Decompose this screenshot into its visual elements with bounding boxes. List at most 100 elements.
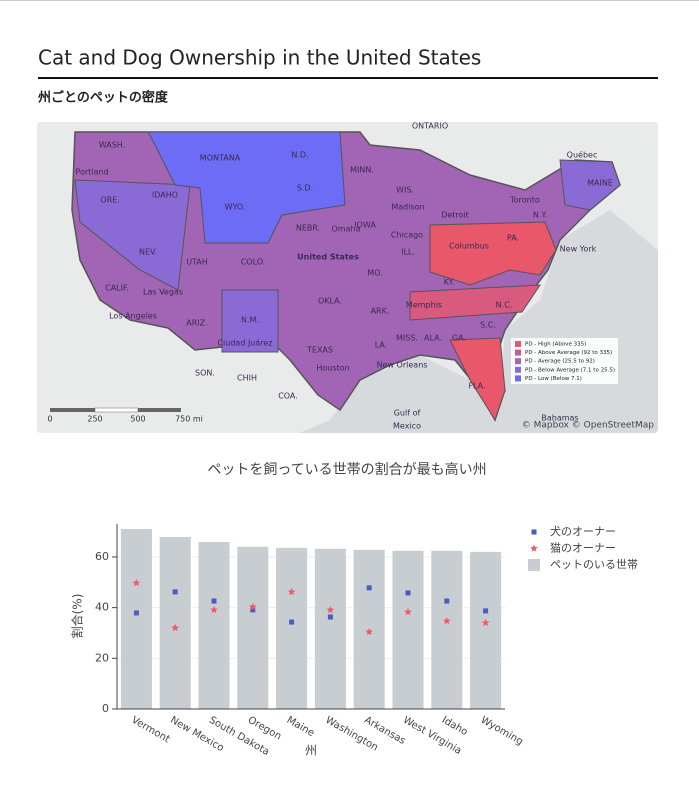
map-label: Chicago <box>391 231 423 240</box>
map-label: Bahamas <box>541 414 578 423</box>
map-legend-label: PD - Below Average (7.1 to 25.5) <box>525 367 615 373</box>
map-label: Gulf of <box>394 409 421 418</box>
dog-point <box>327 614 333 620</box>
map-label: COLO. <box>241 258 266 267</box>
map-label: Portland <box>75 168 108 177</box>
us-region <box>221 289 279 353</box>
map-legend-swatch <box>515 366 521 373</box>
map-label: LA. <box>375 341 388 350</box>
scale-label: 250 <box>87 415 102 424</box>
map-legend-label: PD - High (Above 335) <box>525 342 586 348</box>
dog-point <box>405 590 411 596</box>
map-label: ARK. <box>371 307 390 316</box>
legend-swatch <box>531 529 537 535</box>
dog-point <box>172 589 178 595</box>
map-label: MONTANA <box>200 154 241 163</box>
map-legend-swatch <box>515 349 521 356</box>
map-label: COA. <box>278 392 298 401</box>
map-label: PA. <box>507 234 519 243</box>
map-label: NEBR. <box>296 224 320 233</box>
cat-point <box>481 618 490 627</box>
map-legend-box <box>511 338 618 384</box>
scale-bar <box>138 408 181 412</box>
map-label: ONTARIO <box>412 122 448 131</box>
us-region <box>409 284 541 321</box>
dog-point <box>444 598 450 604</box>
cat-point <box>249 602 257 611</box>
map-label: IDAHO <box>152 191 178 200</box>
map-label: NEV. <box>139 248 157 257</box>
map-label: UTAH <box>186 258 208 267</box>
dog-point <box>366 585 372 591</box>
bar <box>120 529 152 709</box>
dog-point <box>289 619 295 625</box>
y-tick-label: 0 <box>102 702 109 715</box>
y-tick-label: 20 <box>95 651 109 664</box>
dog-point <box>483 608 489 614</box>
map-label: FLA. <box>468 382 485 391</box>
scale-label: 500 <box>130 415 145 424</box>
map-attribution: © Mapbox © OpenStreetMap <box>522 421 655 431</box>
map[interactable]: ONTARIO WASH. Portland ORE. IDAHO MONTANA WYO.… <box>37 122 658 434</box>
map-label: MAINE <box>587 179 613 188</box>
map-label: Ciudad Juárez <box>217 339 272 348</box>
map-label: Omaha <box>332 225 361 234</box>
cat-point <box>132 579 141 587</box>
us-region <box>559 159 621 211</box>
map-label: United States <box>297 253 359 262</box>
map-label: Detroit <box>441 211 469 220</box>
x-tick-label: Wyoming <box>479 715 525 748</box>
map-label: IOWA <box>354 221 376 230</box>
map-label: ALA. <box>424 334 442 343</box>
map-label: WIS. <box>396 186 414 195</box>
bar <box>159 536 191 709</box>
map-label: GA. <box>452 334 466 343</box>
scale-bar <box>50 408 95 412</box>
chart-title: ペットを飼っている世帯の割合が最も高い州 <box>207 461 486 478</box>
cat-point <box>443 617 451 625</box>
map-label: Québec <box>567 150 598 160</box>
scale-label: 0 <box>47 415 52 424</box>
map-legend-swatch <box>515 341 521 347</box>
dog-point <box>211 598 217 604</box>
x-tick-label: Maine <box>285 715 317 740</box>
map-legend-label: PD - Low (Below 7.1) <box>525 376 582 382</box>
map-label: N.D. <box>291 151 308 160</box>
map-label: N.Y. <box>533 211 547 220</box>
x-tick-label: Idaho <box>440 715 470 738</box>
page-title: Cat and Dog Ownership in the United Stat… <box>38 46 481 70</box>
bar <box>392 550 424 709</box>
legend-swatch <box>530 544 538 552</box>
dog-point <box>250 607 256 613</box>
map-label: SON. <box>195 369 215 378</box>
map-label: WYO. <box>225 203 246 212</box>
map-label: N.C. <box>496 301 513 310</box>
map-label: CHIH <box>237 374 257 383</box>
bar <box>237 546 269 709</box>
cat-point <box>404 607 412 616</box>
map-label: ORE. <box>100 196 119 205</box>
map-label: Las Vegas <box>143 288 183 297</box>
map-label: Los Angeles <box>109 312 157 321</box>
map-label: New Orleans <box>377 361 428 370</box>
cat-point <box>326 605 335 614</box>
map-label: WASH. <box>99 141 125 150</box>
y-tick-label: 60 <box>95 550 109 563</box>
legend-label: 猫のオーナー <box>550 542 616 555</box>
legend-swatch <box>528 559 540 571</box>
us-region <box>429 221 557 286</box>
cat-point <box>287 587 296 596</box>
x-tick-label: Vermont <box>129 715 171 746</box>
map-label: New York <box>560 245 597 254</box>
map-label: MISS. <box>396 334 418 343</box>
map-label: TEXAS <box>306 346 333 355</box>
map-label: S.D. <box>297 184 313 193</box>
x-axis-label: 州 <box>305 744 317 758</box>
map-label: MO. <box>367 269 382 278</box>
map-label: ARIZ. <box>186 319 207 328</box>
map-label: MINN. <box>350 166 374 175</box>
y-tick-label: 40 <box>95 601 109 614</box>
cat-point <box>171 623 179 632</box>
legend-label: 犬のオーナー <box>550 524 616 538</box>
